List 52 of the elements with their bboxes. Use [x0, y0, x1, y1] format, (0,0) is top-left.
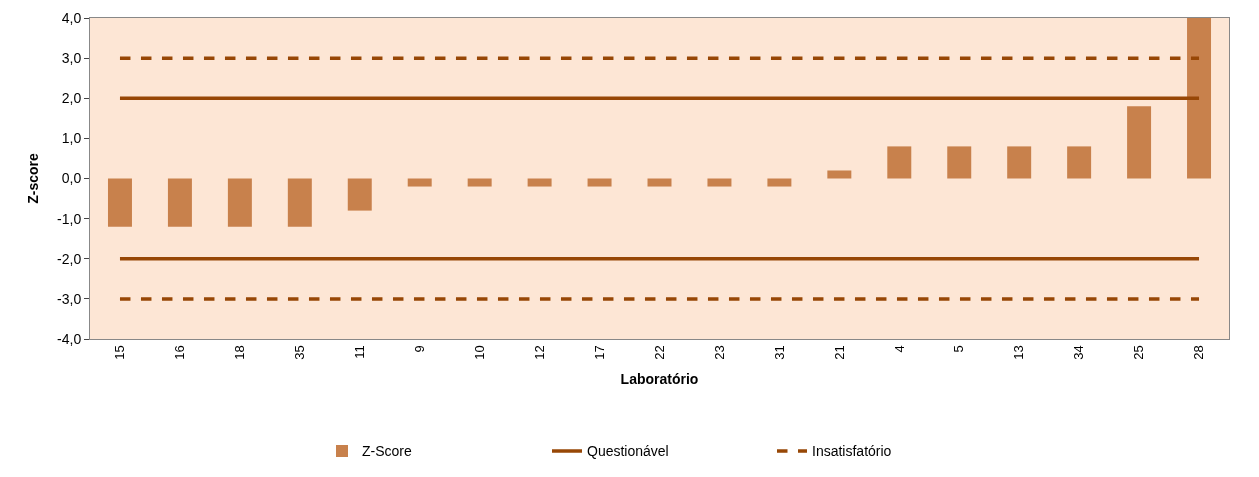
bar: [527, 178, 552, 187]
bar: [647, 178, 672, 187]
x-tick-label: 31: [771, 345, 787, 360]
legend-label: Insatisfatório: [812, 443, 892, 460]
legend-label: Z-Score: [362, 443, 412, 460]
x-tick-label: 34: [1071, 345, 1087, 360]
bar: [347, 178, 372, 211]
y-tick-label: -4,0: [57, 330, 82, 347]
bar: [947, 146, 972, 179]
bar: [407, 178, 432, 187]
bar: [1067, 146, 1092, 179]
x-tick-label: 28: [1191, 345, 1207, 360]
x-tick-label: 11: [351, 345, 367, 359]
bar: [167, 178, 192, 227]
x-tick-label: 25: [1131, 345, 1147, 360]
y-tick-label: 3,0: [61, 50, 82, 67]
bar: [227, 178, 252, 227]
bar: [467, 178, 492, 187]
x-tick-label: 21: [831, 345, 847, 360]
x-tick-label: 12: [531, 345, 547, 360]
x-tick-label: 18: [232, 345, 248, 360]
bar: [1187, 18, 1212, 179]
bar: [287, 178, 312, 227]
y-tick-label: 2,0: [61, 90, 82, 107]
bar: [107, 178, 132, 227]
x-tick-label: 15: [112, 345, 128, 360]
x-tick-label: 13: [1011, 345, 1027, 360]
x-tick-label: 4: [891, 345, 907, 353]
y-tick-label: 4,0: [61, 9, 82, 26]
x-tick-label: 9: [411, 345, 427, 353]
y-axis-title: Z-score: [24, 153, 41, 204]
bar: [707, 178, 732, 187]
x-tick-label: 16: [172, 345, 188, 360]
y-tick-label: -2,0: [57, 250, 82, 267]
bar: [1007, 146, 1032, 179]
bar: [587, 178, 612, 187]
x-tick-label: 17: [591, 345, 607, 360]
x-tick-label: 35: [292, 345, 308, 360]
x-tick-label: 22: [651, 345, 667, 360]
y-tick-label: 1,0: [61, 130, 82, 147]
bar: [767, 178, 792, 187]
x-axis-title: Laboratório: [620, 370, 699, 387]
bar: [827, 170, 852, 179]
y-tick-label: -1,0: [57, 210, 82, 227]
bar: [887, 146, 912, 179]
legend-label: Questionável: [587, 443, 669, 460]
bar: [1127, 106, 1152, 179]
x-tick-label: 23: [711, 345, 727, 360]
y-tick-label: 0,0: [61, 170, 82, 187]
x-tick-label: 10: [471, 345, 487, 360]
x-tick-label: 5: [951, 345, 967, 353]
y-tick-label: -3,0: [57, 290, 82, 307]
